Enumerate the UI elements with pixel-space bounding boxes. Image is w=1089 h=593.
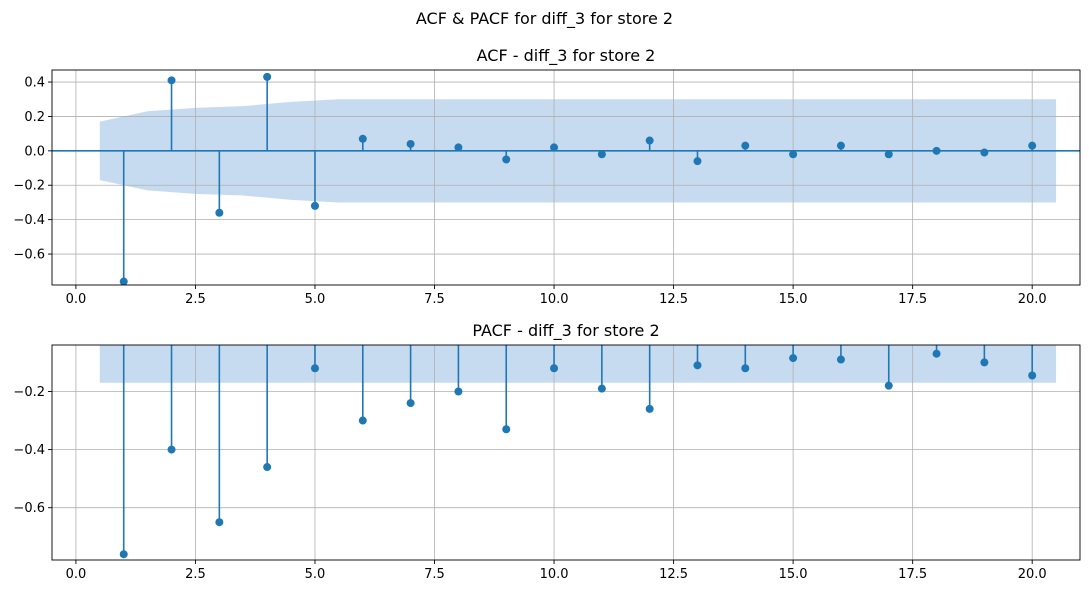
acf-xtick-label-6: 15.0 [779,292,808,307]
acf-point-lag-6 [358,134,367,143]
acf-point-lag-16 [836,141,845,150]
acf-point-lag-20 [1028,141,1037,150]
acf-axes: ACF - diff_3 for store 2 0.0 2.5 5.0 7.5 10.… [13,46,1081,307]
acf-point-lag-11 [597,150,606,159]
acf-point-lag-12 [645,136,654,145]
acf-point-lag-17 [884,150,893,159]
pacf-point-lag-7 [406,399,415,408]
acf-point-lag-2 [167,76,176,85]
pacf-xtick-label-1: 2.5 [185,567,206,582]
acf-xtick-label-2: 5.0 [305,292,326,307]
pacf-point-lag-13 [693,361,702,370]
pacf-point-lag-15 [789,354,798,363]
pacf-xtick-label-2: 5.0 [305,567,326,582]
pacf-xtick-label-8: 20.0 [1018,567,1047,582]
pacf-xtick-label-6: 15.0 [779,567,808,582]
pacf-point-lag-2 [167,445,176,454]
acf-point-lag-10 [550,143,559,152]
pacf-xtick-label-7: 17.5 [898,567,927,582]
acf-point-lag-5 [310,201,319,210]
acf-ytick-label-3: 0.0 [24,144,45,159]
acf-point-lag-18 [932,146,941,155]
pacf-point-lag-16 [836,355,845,364]
pacf-point-lag-3 [215,518,224,527]
acf-xtick-label-1: 2.5 [185,292,206,307]
acf-point-lag-13 [693,157,702,166]
acf-ytick-label-5: 0.4 [24,76,45,91]
acf-ytick-label-1: −0.4 [13,213,45,228]
pacf-point-lag-1 [119,550,128,559]
pacf-plot-area [52,345,1080,560]
acf-axes-frame [51,69,1081,286]
pacf-point-lag-11 [597,384,606,393]
pacf-ytick-label-2: −0.2 [13,385,45,400]
acf-xtick-label-4: 10.0 [540,292,569,307]
acf-plot-area [52,70,1080,285]
pacf-point-lag-9 [502,425,511,434]
acf-point-lag-15 [789,150,798,159]
pacf-point-lag-10 [550,364,559,373]
pacf-confidence-band [99,345,1057,383]
pacf-point-lag-12 [645,404,654,413]
acf-point-lag-19 [980,148,989,157]
acf-xtick-label-7: 17.5 [898,292,927,307]
pacf-xtick-label-3: 7.5 [424,567,445,582]
acf-point-lag-3 [215,208,224,217]
acf-xtick-label-0: 0.0 [66,292,87,307]
pacf-title: PACF - diff_3 for store 2 [472,321,659,341]
pacf-axes-frame [51,344,1081,561]
acf-point-lag-8 [454,143,463,152]
acf-xtick-label-8: 20.0 [1018,292,1047,307]
pacf-point-lag-20 [1028,371,1037,380]
acf-xtick-label-5: 12.5 [659,292,688,307]
acf-title: ACF - diff_3 for store 2 [477,46,656,66]
pacf-xtick-label-0: 0.0 [66,567,87,582]
figure-suptitle: ACF & PACF for diff_3 for store 2 [416,9,673,29]
pacf-point-lag-4 [263,463,272,472]
pacf-point-lag-6 [358,416,367,425]
pacf-xtick-label-5: 12.5 [659,567,688,582]
pacf-ytick-label-0: −0.6 [13,501,45,516]
pacf-ytick-label-1: −0.4 [13,443,45,458]
acf-xtick-label-3: 7.5 [424,292,445,307]
pacf-point-lag-14 [741,364,750,373]
pacf-xtick-label-4: 10.0 [540,567,569,582]
acf-point-lag-9 [502,155,511,164]
acf-point-lag-1 [119,277,128,285]
acf-point-lag-4 [263,72,272,81]
acf-ytick-label-2: −0.2 [13,179,45,194]
acf-point-lag-14 [741,141,750,150]
pacf-point-lag-8 [454,387,463,396]
pacf-point-lag-5 [310,364,319,373]
pacf-point-lag-19 [980,358,989,367]
pacf-point-lag-17 [884,381,893,390]
acf-point-lag-7 [406,139,415,148]
acf-ytick-label-0: −0.6 [13,248,45,263]
pacf-axes: PACF - diff_3 for store 2 0.0 2.5 5.0 7.5 10… [13,321,1081,582]
acf-ytick-label-4: 0.2 [24,110,45,125]
pacf-point-lag-18 [932,349,941,358]
